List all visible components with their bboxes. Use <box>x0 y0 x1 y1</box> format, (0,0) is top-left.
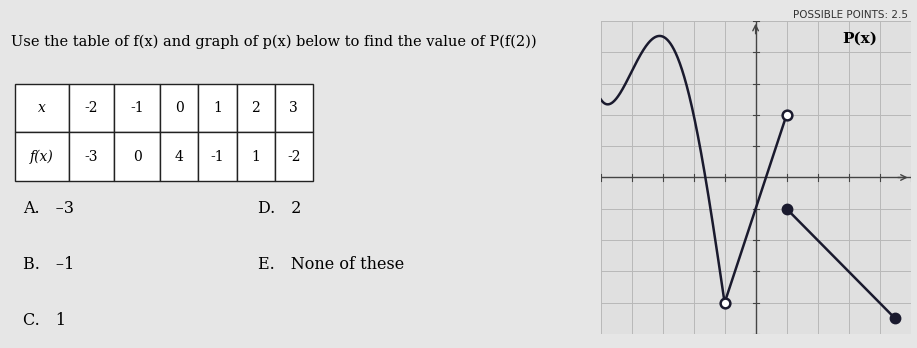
Text: 1: 1 <box>213 101 222 115</box>
Bar <box>160 132 198 181</box>
Bar <box>115 84 160 132</box>
Bar <box>275 132 313 181</box>
Text: 0: 0 <box>175 101 183 115</box>
Bar <box>275 84 313 132</box>
Bar <box>15 132 69 181</box>
Bar <box>69 132 115 181</box>
Bar <box>115 132 160 181</box>
Bar <box>237 132 275 181</box>
Text: POSSIBLE POINTS: 2.5: POSSIBLE POINTS: 2.5 <box>793 10 908 21</box>
Text: 0: 0 <box>133 150 142 164</box>
Text: Use the table of ⁡f⁡(x) and graph of p(x) below to find the value of P(f⁡(2)): Use the table of ⁡f⁡(x) and graph of p(x… <box>11 35 536 49</box>
Text: 2: 2 <box>251 101 260 115</box>
Text: 1: 1 <box>251 150 260 164</box>
Text: x: x <box>38 101 46 115</box>
Text: -1: -1 <box>211 150 225 164</box>
Text: 3: 3 <box>290 101 298 115</box>
Bar <box>69 84 115 132</box>
Bar <box>198 132 237 181</box>
Text: -2: -2 <box>287 150 301 164</box>
Text: -2: -2 <box>84 101 98 115</box>
Text: A. –3: A. –3 <box>24 200 74 217</box>
Text: C. 1: C. 1 <box>24 312 66 329</box>
Text: f(x): f(x) <box>29 149 53 164</box>
Text: 4: 4 <box>175 150 183 164</box>
Bar <box>237 84 275 132</box>
Text: -3: -3 <box>84 150 98 164</box>
Bar <box>198 84 237 132</box>
Text: -1: -1 <box>130 101 144 115</box>
Bar <box>15 84 69 132</box>
Text: D. 2: D. 2 <box>259 200 302 217</box>
Text: E. None of these: E. None of these <box>259 256 404 273</box>
Bar <box>160 84 198 132</box>
Text: B. –1: B. –1 <box>24 256 74 273</box>
Text: P(x): P(x) <box>843 32 878 46</box>
